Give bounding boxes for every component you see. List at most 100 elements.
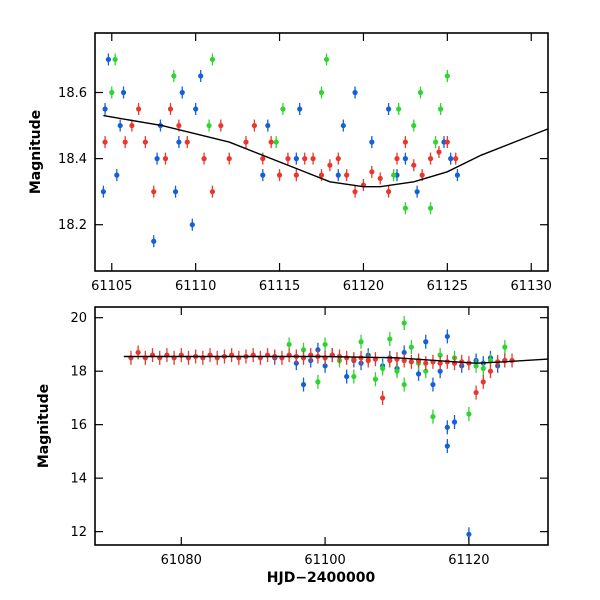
bottom-plot-frame [94,306,549,546]
bottom-x-axis-label: HJD−2400000 [267,570,376,586]
top-green-point [112,56,118,63]
top-green-point [391,172,397,178]
top-red-point [122,139,128,145]
top-green-point [171,73,177,79]
bottom-blue-point [300,381,307,388]
bottom-blue-point [430,381,436,388]
top-blue-point [340,122,346,129]
top-y-tick-label: 18.4 [58,152,87,167]
top-red-point [142,139,148,145]
bottom-red-point [437,360,443,366]
top-blue-point [448,156,454,162]
bottom-blue-point [437,368,443,374]
top-blue-point [297,106,303,112]
bottom-red-point [380,395,386,401]
top-blue-point [454,172,460,178]
bottom-blue-point [415,371,422,377]
top-red-point [209,189,216,195]
bottom-green-point [387,336,393,342]
bottom-red-point [487,368,494,374]
top-red-point [268,139,274,145]
top-green-point [318,89,325,96]
top-green-point [209,56,216,63]
bottom-red-point [480,379,486,385]
top-red-point [102,139,108,145]
top-blue-point [176,139,182,145]
bottom-x-tick-label: 61100 [304,553,345,568]
top-red-point [302,156,308,162]
bottom-red-point [135,349,141,356]
bottom-red-point [344,355,350,361]
top-red-point [436,149,442,155]
top-blue-point [260,172,266,178]
top-blue-point [414,189,420,195]
top-red-point [352,189,358,195]
top-blue-point [386,106,392,112]
top-red-point [394,156,400,162]
bottom-blue-point [344,373,350,380]
bottom-green-point [351,373,357,380]
top-x-tick-label: 61130 [511,279,552,294]
bottom-panel: 61080 61100 61120 12 14 16 18 20 Magnitude HJD−… [36,306,549,586]
bottom-y-tick-label: 16 [70,418,87,433]
top-blue-point [120,89,127,96]
top-green-point [417,89,424,96]
top-red-point [386,189,392,195]
top-red-point [251,122,257,129]
top-green-point [402,205,408,211]
bottom-y-tick-label: 20 [70,311,87,326]
bottom-green-point [286,341,292,348]
bottom-red-point [387,357,393,364]
top-green-point [109,89,115,96]
top-red-point [162,156,169,162]
bottom-red-point [351,356,357,362]
top-red-point [293,172,299,178]
bottom-red-point [365,357,371,364]
bottom-green-point [502,344,508,350]
top-red-point [226,156,232,162]
top-x-tick-label: 61105 [91,279,132,294]
bottom-x-tick-label: 61120 [448,553,489,568]
bottom-blue-point [401,349,407,356]
top-green-point [444,73,450,79]
top-blue-point [352,89,358,96]
top-blue-point [193,106,199,112]
top-blue-point [265,122,271,129]
bottom-blue-point [322,363,328,369]
top-red-point [427,156,434,162]
top-y-tick-label: 18.6 [58,86,87,101]
top-red-point [218,122,224,129]
top-green-point [280,106,286,112]
top-red-point [167,106,174,112]
top-red-point [453,156,459,162]
top-red-point [344,172,350,178]
top-red-point [285,156,291,162]
top-red-point [136,106,142,112]
top-plot-frame [94,32,549,272]
top-green-point [427,205,434,211]
top-red-point [129,122,135,129]
bottom-blue-point [444,424,450,430]
top-blue-point [335,172,341,178]
bottom-y-tick-label: 18 [70,365,87,380]
top-green-point [323,56,330,63]
top-blue-point [151,238,157,244]
bottom-green-point [380,365,386,372]
top-red-point [377,175,383,182]
top-blue-point [172,189,179,195]
top-blue-point [198,73,204,79]
bottom-green-point [423,368,429,374]
bottom-green-point [466,411,472,417]
bottom-y-tick-label: 14 [70,472,87,487]
bottom-red-point [401,357,407,364]
bottom-model-curve [123,355,548,364]
bottom-green-point [480,365,486,372]
bottom-blue-point [444,443,450,449]
top-x-tick-label: 61125 [427,279,468,294]
bottom-red-point [473,389,479,396]
bottom-blue-point [444,333,450,340]
bottom-x-tick-label: 61080 [161,553,202,568]
bottom-red-point [509,357,515,364]
bottom-blue-point [423,339,429,345]
